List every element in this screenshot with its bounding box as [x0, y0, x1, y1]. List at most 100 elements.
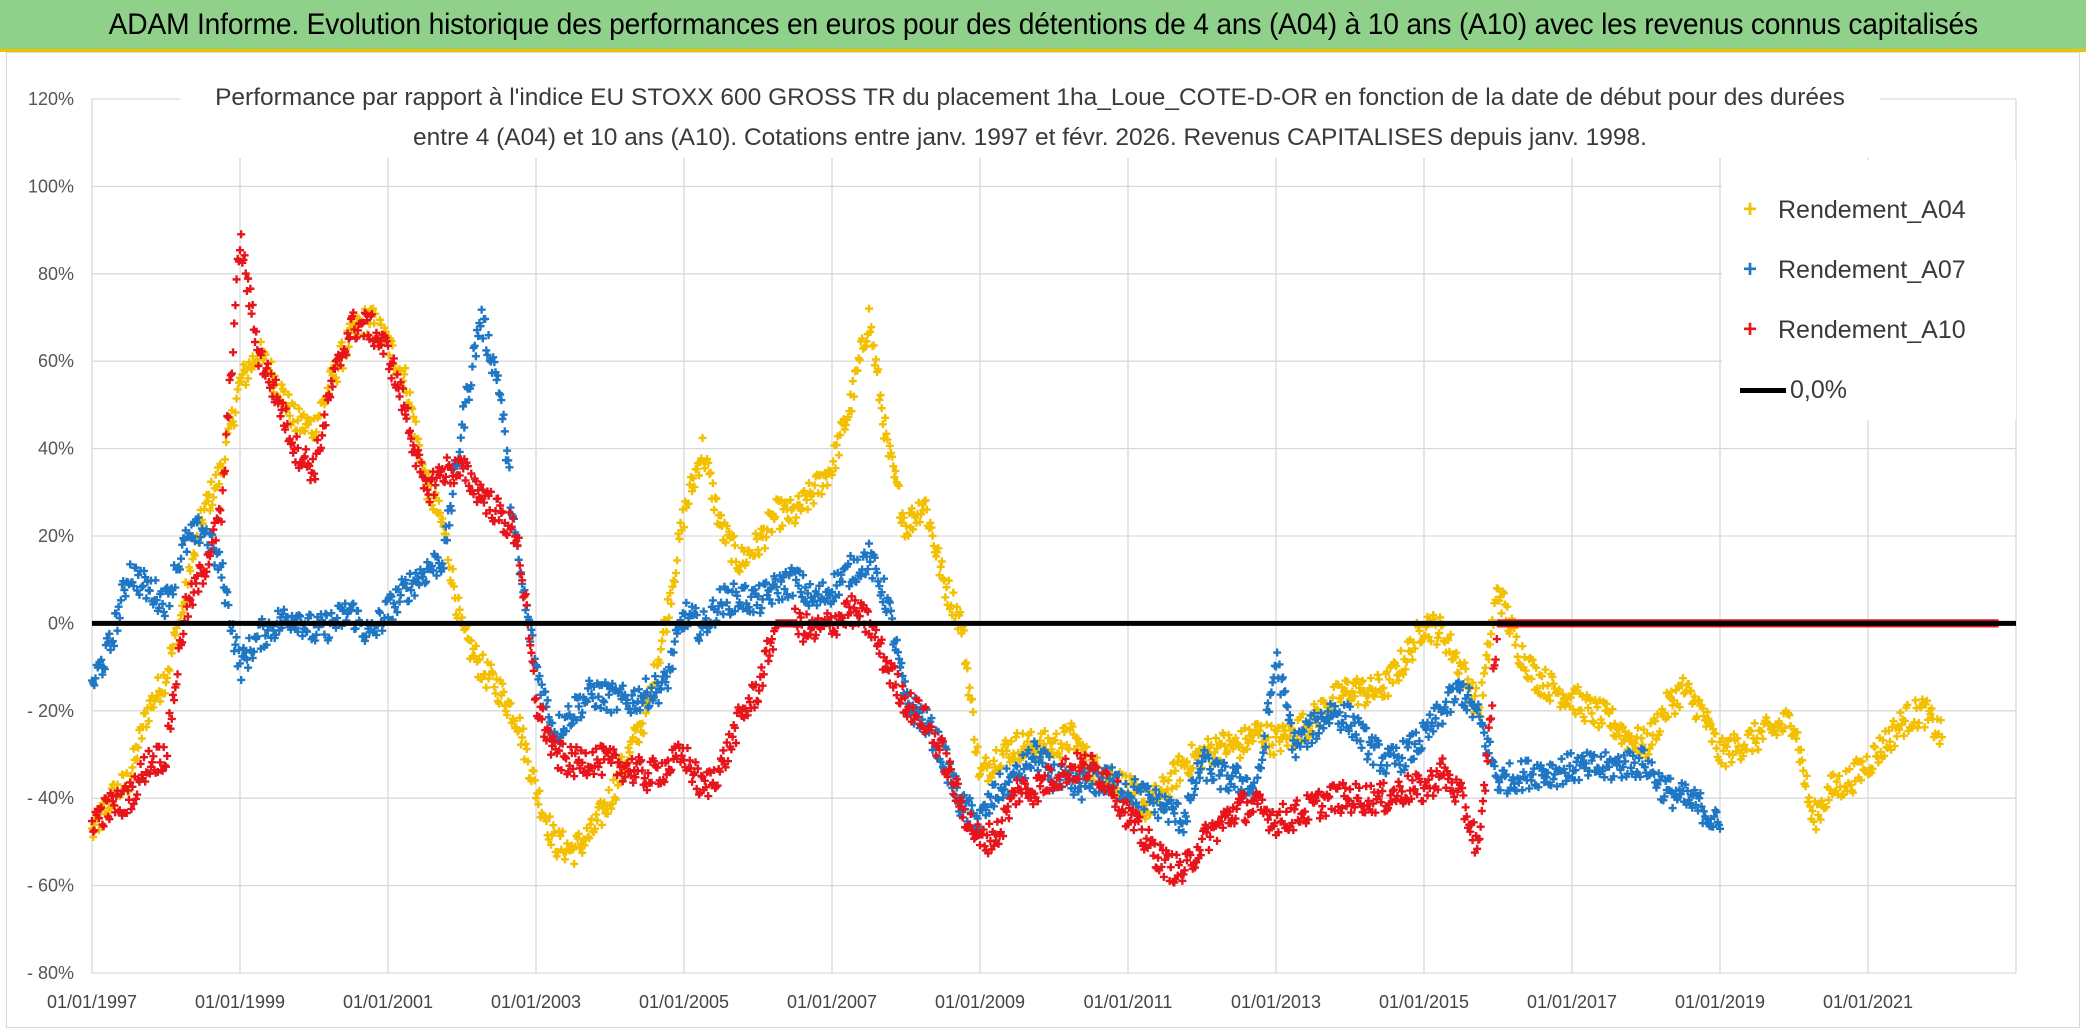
- data-point: [415, 580, 424, 589]
- data-point: [522, 745, 531, 754]
- data-point: [495, 699, 503, 708]
- data-point: [1543, 681, 1552, 690]
- data-point: [192, 579, 201, 588]
- data-point: [333, 614, 342, 623]
- data-point: [719, 746, 728, 755]
- data-point: [242, 655, 251, 664]
- data-point: [249, 647, 258, 656]
- series-rendement_a10: [88, 230, 2002, 887]
- data-point: [708, 596, 717, 605]
- data-point: [218, 559, 227, 568]
- data-point: [655, 658, 664, 667]
- data-point: [294, 404, 303, 413]
- data-point: [325, 633, 334, 642]
- data-point: [1814, 811, 1823, 820]
- data-point: [1164, 776, 1173, 785]
- data-point: [1914, 718, 1923, 727]
- data-point: [562, 727, 571, 736]
- data-point: [1936, 716, 1945, 725]
- data-point: [1512, 632, 1521, 641]
- data-point: [973, 742, 982, 751]
- data-point: [1383, 667, 1391, 676]
- data-point: [871, 355, 880, 364]
- data-point: [484, 331, 493, 340]
- data-point: [547, 750, 556, 759]
- data-point: [112, 609, 121, 618]
- data-point: [792, 513, 801, 522]
- data-point: [241, 380, 250, 389]
- data-point: [762, 533, 771, 542]
- data-point: [1468, 678, 1477, 687]
- data-point: [921, 496, 930, 505]
- data-point: [1366, 674, 1375, 683]
- data-point: [1172, 850, 1181, 859]
- data-point: [220, 455, 229, 464]
- data-point: [963, 664, 972, 673]
- data-point: [168, 590, 177, 599]
- data-point: [1129, 826, 1138, 835]
- x-tick-label: 01/01/2021: [1823, 992, 1913, 1012]
- data-point: [849, 392, 858, 401]
- data-point: [689, 474, 698, 483]
- data-point: [965, 683, 974, 692]
- data-point: [439, 564, 448, 573]
- data-point: [611, 795, 620, 804]
- data-point: [593, 816, 602, 825]
- data-point: [1236, 753, 1245, 762]
- data-point: [134, 743, 143, 752]
- legend-marker-a07: +: [1742, 256, 1757, 283]
- chart-title: Performance par rapport à l'indice EU ST…: [180, 78, 1880, 158]
- data-point: [1617, 739, 1626, 748]
- data-point: [1164, 817, 1173, 826]
- data-point: [959, 626, 968, 635]
- data-point: [1174, 752, 1183, 761]
- data-point: [261, 631, 270, 640]
- data-point: [717, 511, 725, 520]
- data-point: [410, 591, 419, 600]
- data-point: [729, 579, 738, 588]
- data-point: [478, 650, 487, 659]
- data-point: [177, 554, 186, 563]
- data-point: [1494, 584, 1502, 593]
- data-point: [90, 681, 99, 690]
- data-point: [1499, 589, 1508, 598]
- y-tick-label: - 60%: [27, 876, 74, 896]
- data-point: [1706, 720, 1715, 729]
- data-point: [902, 521, 910, 530]
- data-point: [1454, 669, 1463, 678]
- data-point: [1328, 693, 1337, 702]
- data-point: [467, 381, 476, 390]
- data-point: [1363, 698, 1372, 707]
- data-point: [1274, 723, 1283, 732]
- data-point: [684, 499, 693, 508]
- data-point: [869, 341, 878, 350]
- data-point: [877, 404, 886, 413]
- data-point: [315, 411, 324, 420]
- data-point: [455, 447, 464, 456]
- data-point: [423, 558, 432, 567]
- x-axis-ticks: 01/01/1997 01/01/1999 01/01/2001 01/01/2003…: [47, 992, 1913, 1012]
- y-axis-ticks: 120%100%80%60%40%20%0%- 20%- 40%- 60%- 8…: [27, 89, 74, 983]
- data-point: [937, 557, 946, 566]
- data-point: [1285, 711, 1294, 720]
- data-point: [549, 821, 558, 830]
- data-point: [970, 735, 979, 744]
- data-point: [1598, 719, 1607, 728]
- legend-item-a10: + Rendement_A10: [1722, 310, 1966, 350]
- data-point: [1901, 716, 1909, 725]
- data-point: [1198, 834, 1206, 843]
- data-point: [742, 558, 751, 567]
- data-point: [853, 366, 862, 375]
- data-point: [1739, 752, 1748, 761]
- data-point: [891, 467, 900, 476]
- data-point: [1278, 799, 1287, 808]
- data-point: [170, 696, 179, 705]
- data-point: [537, 680, 546, 689]
- data-point: [422, 577, 431, 586]
- data-point: [131, 563, 140, 572]
- data-point: [1408, 655, 1417, 664]
- data-point: [1396, 646, 1405, 655]
- data-point: [134, 571, 143, 580]
- y-tick-label: 40%: [38, 439, 74, 459]
- data-point: [1829, 770, 1838, 779]
